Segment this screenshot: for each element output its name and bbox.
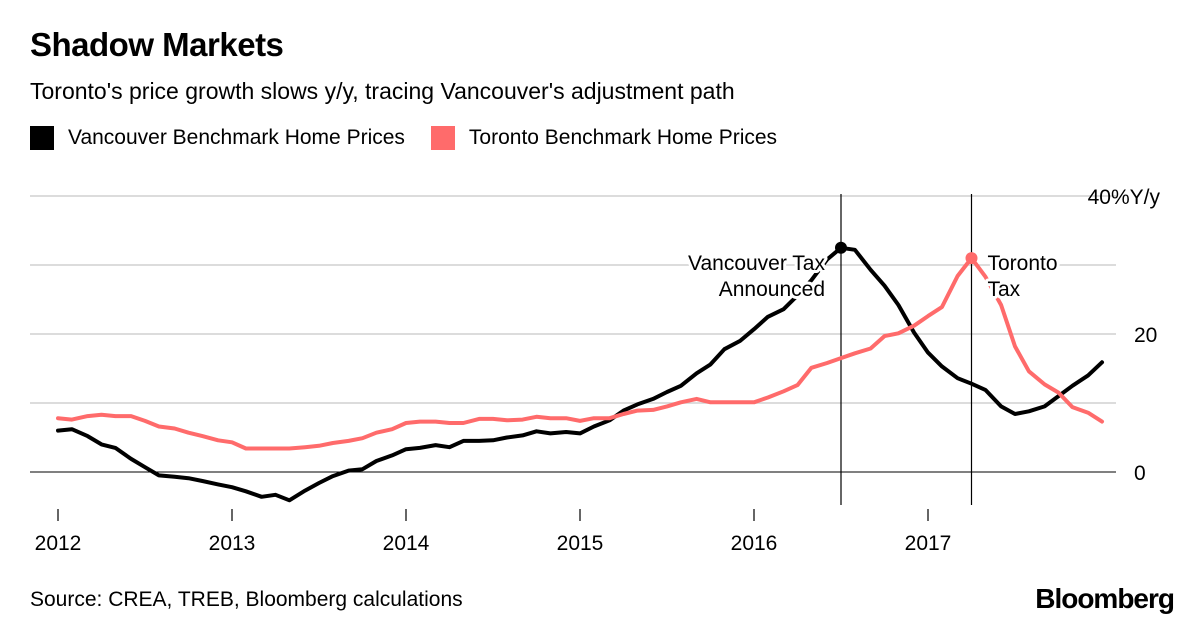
annotation-label-van: Vancouver Tax bbox=[688, 252, 825, 275]
y-tick-label: 0 bbox=[1134, 462, 1146, 485]
annotation-label-tor: Toronto bbox=[988, 252, 1058, 275]
legend-label-vancouver: Vancouver Benchmark Home Prices bbox=[68, 126, 405, 149]
chart-subtitle: Toronto's price growth slows y/y, tracin… bbox=[30, 78, 735, 104]
legend-item-toronto: Toronto Benchmark Home Prices bbox=[430, 126, 778, 150]
x-tick-label: 2014 bbox=[383, 532, 430, 555]
series-line-vancouver bbox=[56, 245, 1104, 503]
x-tick-label: 2017 bbox=[905, 532, 952, 555]
x-tick-label: 2015 bbox=[557, 532, 604, 555]
annotation-marker-van bbox=[835, 241, 847, 254]
annotation-label-van: Announced bbox=[719, 278, 825, 301]
y-axis-unit-label: 40%Y/y bbox=[1088, 186, 1161, 209]
series-line-toronto bbox=[56, 256, 1104, 451]
x-tick-label: 2013 bbox=[209, 532, 256, 555]
chart-title: Shadow Markets bbox=[30, 26, 284, 63]
annotation-label-tor: Tax bbox=[988, 278, 1021, 301]
legend-label-toronto: Toronto Benchmark Home Prices bbox=[468, 126, 778, 149]
annotation-marker-tor bbox=[965, 252, 978, 265]
legend-swatch-toronto bbox=[430, 126, 455, 150]
brand-logo: Bloomberg bbox=[1035, 583, 1175, 614]
chart-legend: Vancouver Benchmark Home Prices Toronto … bbox=[30, 126, 803, 150]
source-note: Source: CREA, TREB, Bloomberg calculatio… bbox=[30, 588, 463, 611]
legend-swatch-vancouver bbox=[30, 126, 54, 150]
x-tick-label: 2016 bbox=[731, 532, 778, 555]
y-tick-label: 20 bbox=[1134, 324, 1157, 347]
legend-item-vancouver: Vancouver Benchmark Home Prices bbox=[30, 126, 405, 150]
x-tick-label: 2012 bbox=[35, 532, 82, 555]
